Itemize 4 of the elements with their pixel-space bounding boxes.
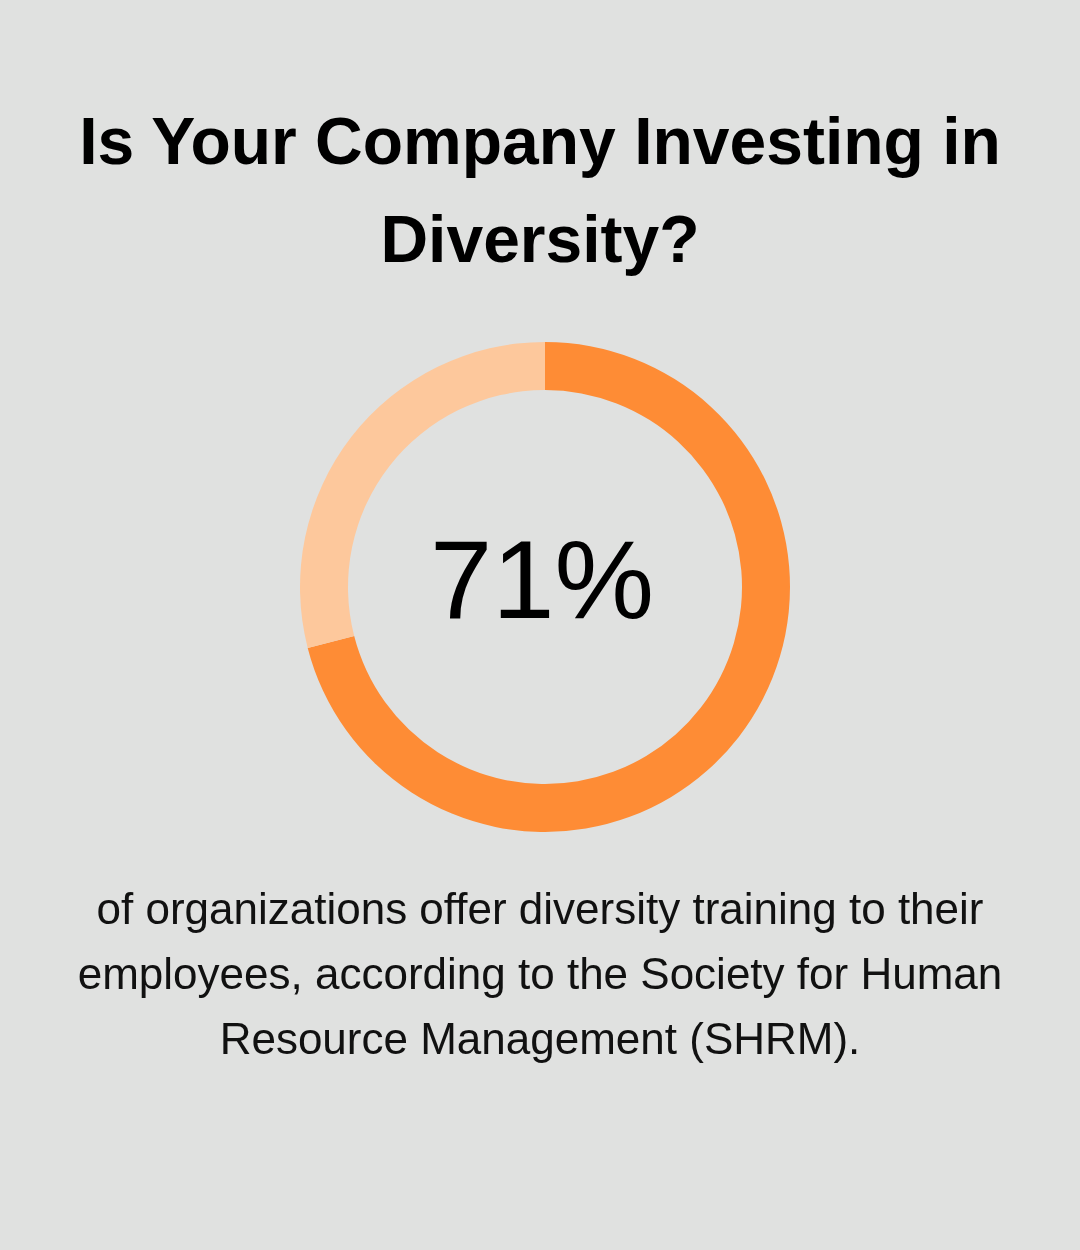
text: of organizations offer diversity training to their employees, according to the Society for Human Resource Management (SHRM).: [76, 883, 1004, 1065]
donut-slice: [307, 342, 790, 832]
text: 71%: [430, 517, 655, 642]
chart-title: Is Your Company Investing in Diversity?: [78, 103, 1002, 278]
